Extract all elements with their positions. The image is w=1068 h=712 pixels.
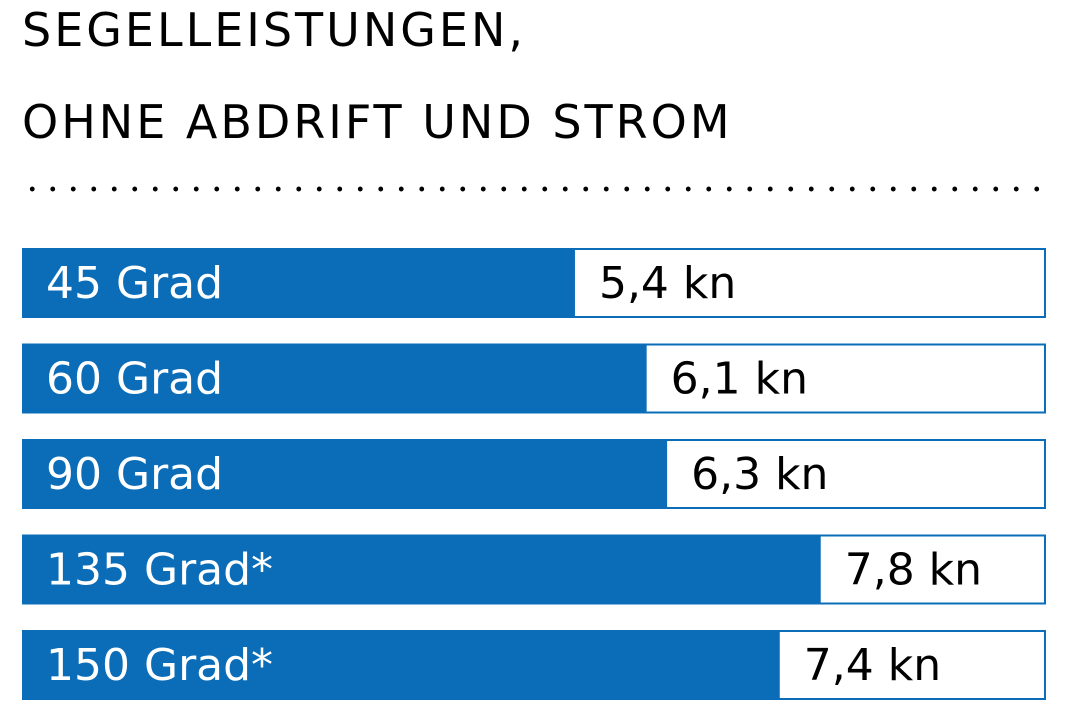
bar xyxy=(22,343,647,414)
bar xyxy=(22,439,668,509)
bar xyxy=(22,534,821,605)
chart-title-line-2: OHNE ABDRIFT UND STROM xyxy=(22,95,733,149)
category-label: 150 Grad* xyxy=(46,640,273,691)
category-label: 60 Grad xyxy=(46,354,223,405)
bar xyxy=(22,630,780,700)
bar-row: 135 Grad* 7,8 kn xyxy=(22,534,1046,605)
value-label: 7,8 kn xyxy=(845,545,982,596)
dotted-divider xyxy=(22,186,1054,192)
value-label: 6,1 kn xyxy=(671,354,808,405)
bar-row: 150 Grad* 7,4 kn xyxy=(22,630,1046,700)
bar-row: 45 Grad 5,4 kn xyxy=(22,248,1046,318)
value-label: 5,4 kn xyxy=(599,258,736,309)
bar-row: 60 Grad 6,1 kn xyxy=(22,343,1046,414)
bar xyxy=(22,248,575,318)
category-label: 90 Grad xyxy=(46,449,223,500)
chart-title-line-1: SEGELLEISTUNGEN, xyxy=(22,3,526,57)
value-label: 7,4 kn xyxy=(804,640,941,691)
category-label: 45 Grad xyxy=(46,258,223,309)
category-label: 135 Grad* xyxy=(46,545,273,596)
bar-row: 90 Grad 6,3 kn xyxy=(22,439,1046,509)
value-label: 6,3 kn xyxy=(691,449,828,500)
